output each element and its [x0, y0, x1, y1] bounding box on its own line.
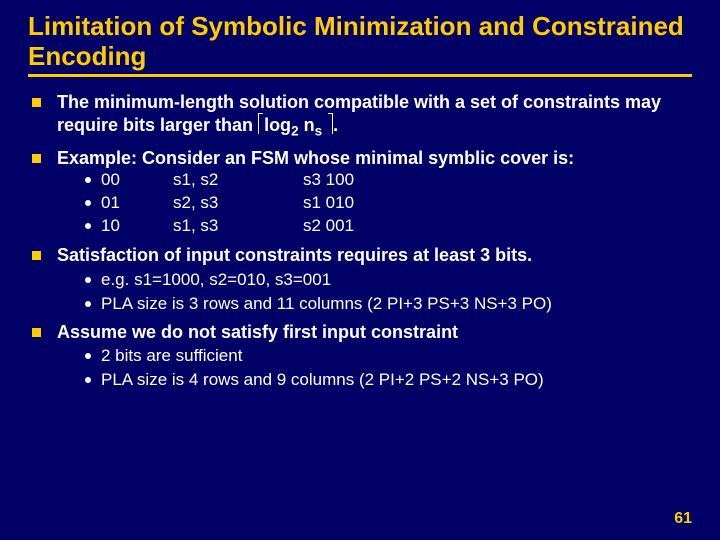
dot-bullet-icon: [85, 377, 91, 383]
sub-text: PLA size is 4 rows and 9 columns (2 PI+2…: [101, 369, 544, 391]
sub-bullet: PLA size is 3 rows and 11 columns (2 PI+…: [85, 293, 692, 315]
square-bullet-icon: [32, 328, 41, 337]
page-number: 61: [674, 510, 692, 528]
cover-c2: s1, s3: [173, 215, 303, 238]
bullet-3-body: Satisfaction of input constraints requir…: [57, 244, 692, 315]
square-bullet-icon: [32, 98, 41, 107]
dot-bullet-icon: [85, 277, 91, 283]
cover-c1: 01: [101, 192, 173, 215]
cover-row: 00 s1, s2 s3 100: [85, 169, 692, 192]
bullet-1-text: The minimum-length solution compatible w…: [57, 91, 692, 141]
bullet-2-text: Example: Consider an FSM whose minimal s…: [57, 147, 692, 170]
dot-bullet-icon: [85, 223, 91, 229]
bullet-3-text: Satisfaction of input constraints requir…: [57, 244, 692, 267]
slide-container: Limitation of Symbolic Minimization and …: [0, 0, 720, 391]
cover-row: 01 s2, s3 s1 010: [85, 192, 692, 215]
square-bullet-icon: [32, 251, 41, 260]
cover-c2: s2, s3: [173, 192, 303, 215]
b1-end: .: [333, 115, 338, 135]
slide-title: Limitation of Symbolic Minimization and …: [28, 12, 692, 77]
sub-bullet: PLA size is 4 rows and 9 columns (2 PI+2…: [85, 369, 692, 391]
cover-row: 10 s1, s3 s2 001: [85, 215, 692, 238]
bullet-4-body: Assume we do not satisfy first input con…: [57, 321, 692, 392]
sub-bullet: 2 bits are sufficient: [85, 345, 692, 367]
cover-c3: s2 001: [303, 215, 423, 238]
dot-bullet-icon: [85, 200, 91, 206]
b1-s: s: [315, 124, 323, 139]
bullet-1: The minimum-length solution compatible w…: [32, 91, 692, 141]
bullet-4: Assume we do not satisfy first input con…: [32, 321, 692, 392]
sub-bullet: e.g. s1=1000, s2=010, s3=001: [85, 269, 692, 291]
b1-ns: n: [299, 115, 315, 135]
cover-c3: s3 100: [303, 169, 423, 192]
sub-text: 2 bits are sufficient: [101, 345, 242, 367]
ceil-left-icon: [258, 113, 263, 134]
b1-log: log: [264, 115, 291, 135]
dot-bullet-icon: [85, 353, 91, 359]
square-bullet-icon: [32, 154, 41, 163]
content-area: The minimum-length solution compatible w…: [28, 91, 692, 392]
cover-c2: s1, s2: [173, 169, 303, 192]
sub-text: PLA size is 3 rows and 11 columns (2 PI+…: [101, 293, 552, 315]
dot-bullet-icon: [85, 301, 91, 307]
bullet-2-body: Example: Consider an FSM whose minimal s…: [57, 147, 692, 238]
bullet-3: Satisfaction of input constraints requir…: [32, 244, 692, 315]
cover-c1: 10: [101, 215, 173, 238]
sub-text: e.g. s1=1000, s2=010, s3=001: [101, 269, 331, 291]
b1-part-a: The minimum-length solution compatible w…: [57, 92, 661, 136]
bullet-2: Example: Consider an FSM whose minimal s…: [32, 147, 692, 238]
cover-c1: 00: [101, 169, 173, 192]
cover-c3: s1 010: [303, 192, 423, 215]
dot-bullet-icon: [85, 177, 91, 183]
b1-two: 2: [291, 124, 299, 139]
bullet-4-text: Assume we do not satisfy first input con…: [57, 321, 692, 344]
